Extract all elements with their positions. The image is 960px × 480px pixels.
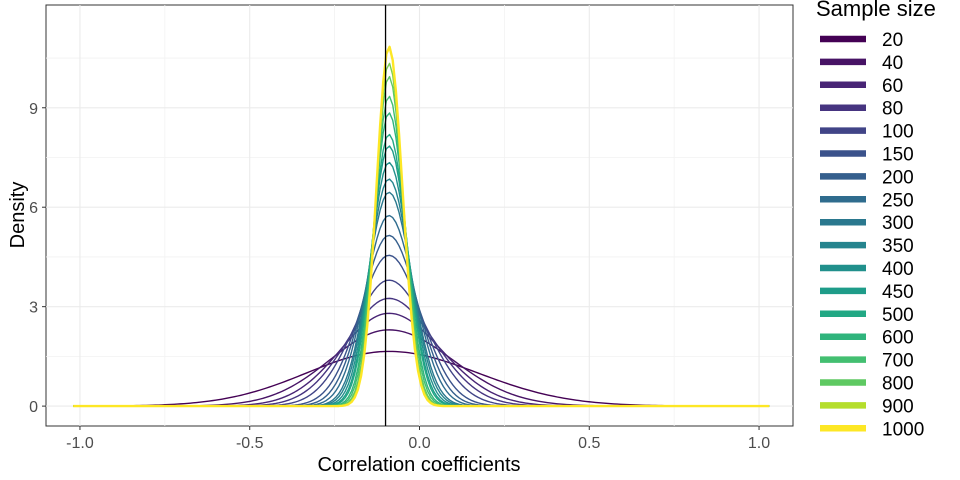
x-axis-title: Correlation coefficients bbox=[317, 454, 520, 476]
legend-label-400: 400 bbox=[882, 259, 914, 280]
x-tick-label: 1.0 bbox=[748, 435, 770, 452]
legend-label-1000: 1000 bbox=[882, 419, 924, 440]
density-curve-1000 bbox=[73, 45, 770, 408]
legend-label-200: 200 bbox=[882, 167, 914, 188]
x-tick-label: -1.0 bbox=[66, 435, 94, 452]
density-curves bbox=[73, 45, 770, 408]
legend-label-500: 500 bbox=[882, 305, 914, 326]
legend-label-450: 450 bbox=[882, 282, 914, 303]
y-tick-label: 3 bbox=[29, 300, 38, 317]
y-tick-label: 9 bbox=[29, 101, 38, 118]
axis-ticks: -1.0 -0.5 0.0 0.5 1.0 0 3 6 9 bbox=[29, 101, 770, 452]
x-tick-label: -0.5 bbox=[236, 435, 264, 452]
legend-label-900: 900 bbox=[882, 396, 914, 417]
legend-label-20: 20 bbox=[882, 30, 903, 51]
y-axis-title: Density bbox=[7, 182, 29, 249]
legend-label-150: 150 bbox=[882, 145, 914, 166]
y-tick-label: 6 bbox=[29, 200, 38, 217]
legend: 2040608010015020025030035040045050060070… bbox=[820, 30, 924, 440]
x-tick-label: 0.5 bbox=[578, 435, 600, 452]
y-tick-label: 0 bbox=[29, 399, 38, 416]
legend-label-100: 100 bbox=[882, 122, 914, 143]
legend-label-350: 350 bbox=[882, 236, 914, 257]
legend-label-250: 250 bbox=[882, 190, 914, 211]
legend-label-80: 80 bbox=[882, 99, 903, 120]
legend-label-700: 700 bbox=[882, 351, 914, 372]
x-tick-label: 0.0 bbox=[408, 435, 430, 452]
legend-title: Sample size bbox=[816, 0, 936, 21]
legend-label-300: 300 bbox=[882, 213, 914, 234]
legend-label-40: 40 bbox=[882, 53, 903, 74]
legend-label-600: 600 bbox=[882, 328, 914, 349]
legend-label-60: 60 bbox=[882, 76, 903, 97]
legend-label-800: 800 bbox=[882, 374, 914, 395]
